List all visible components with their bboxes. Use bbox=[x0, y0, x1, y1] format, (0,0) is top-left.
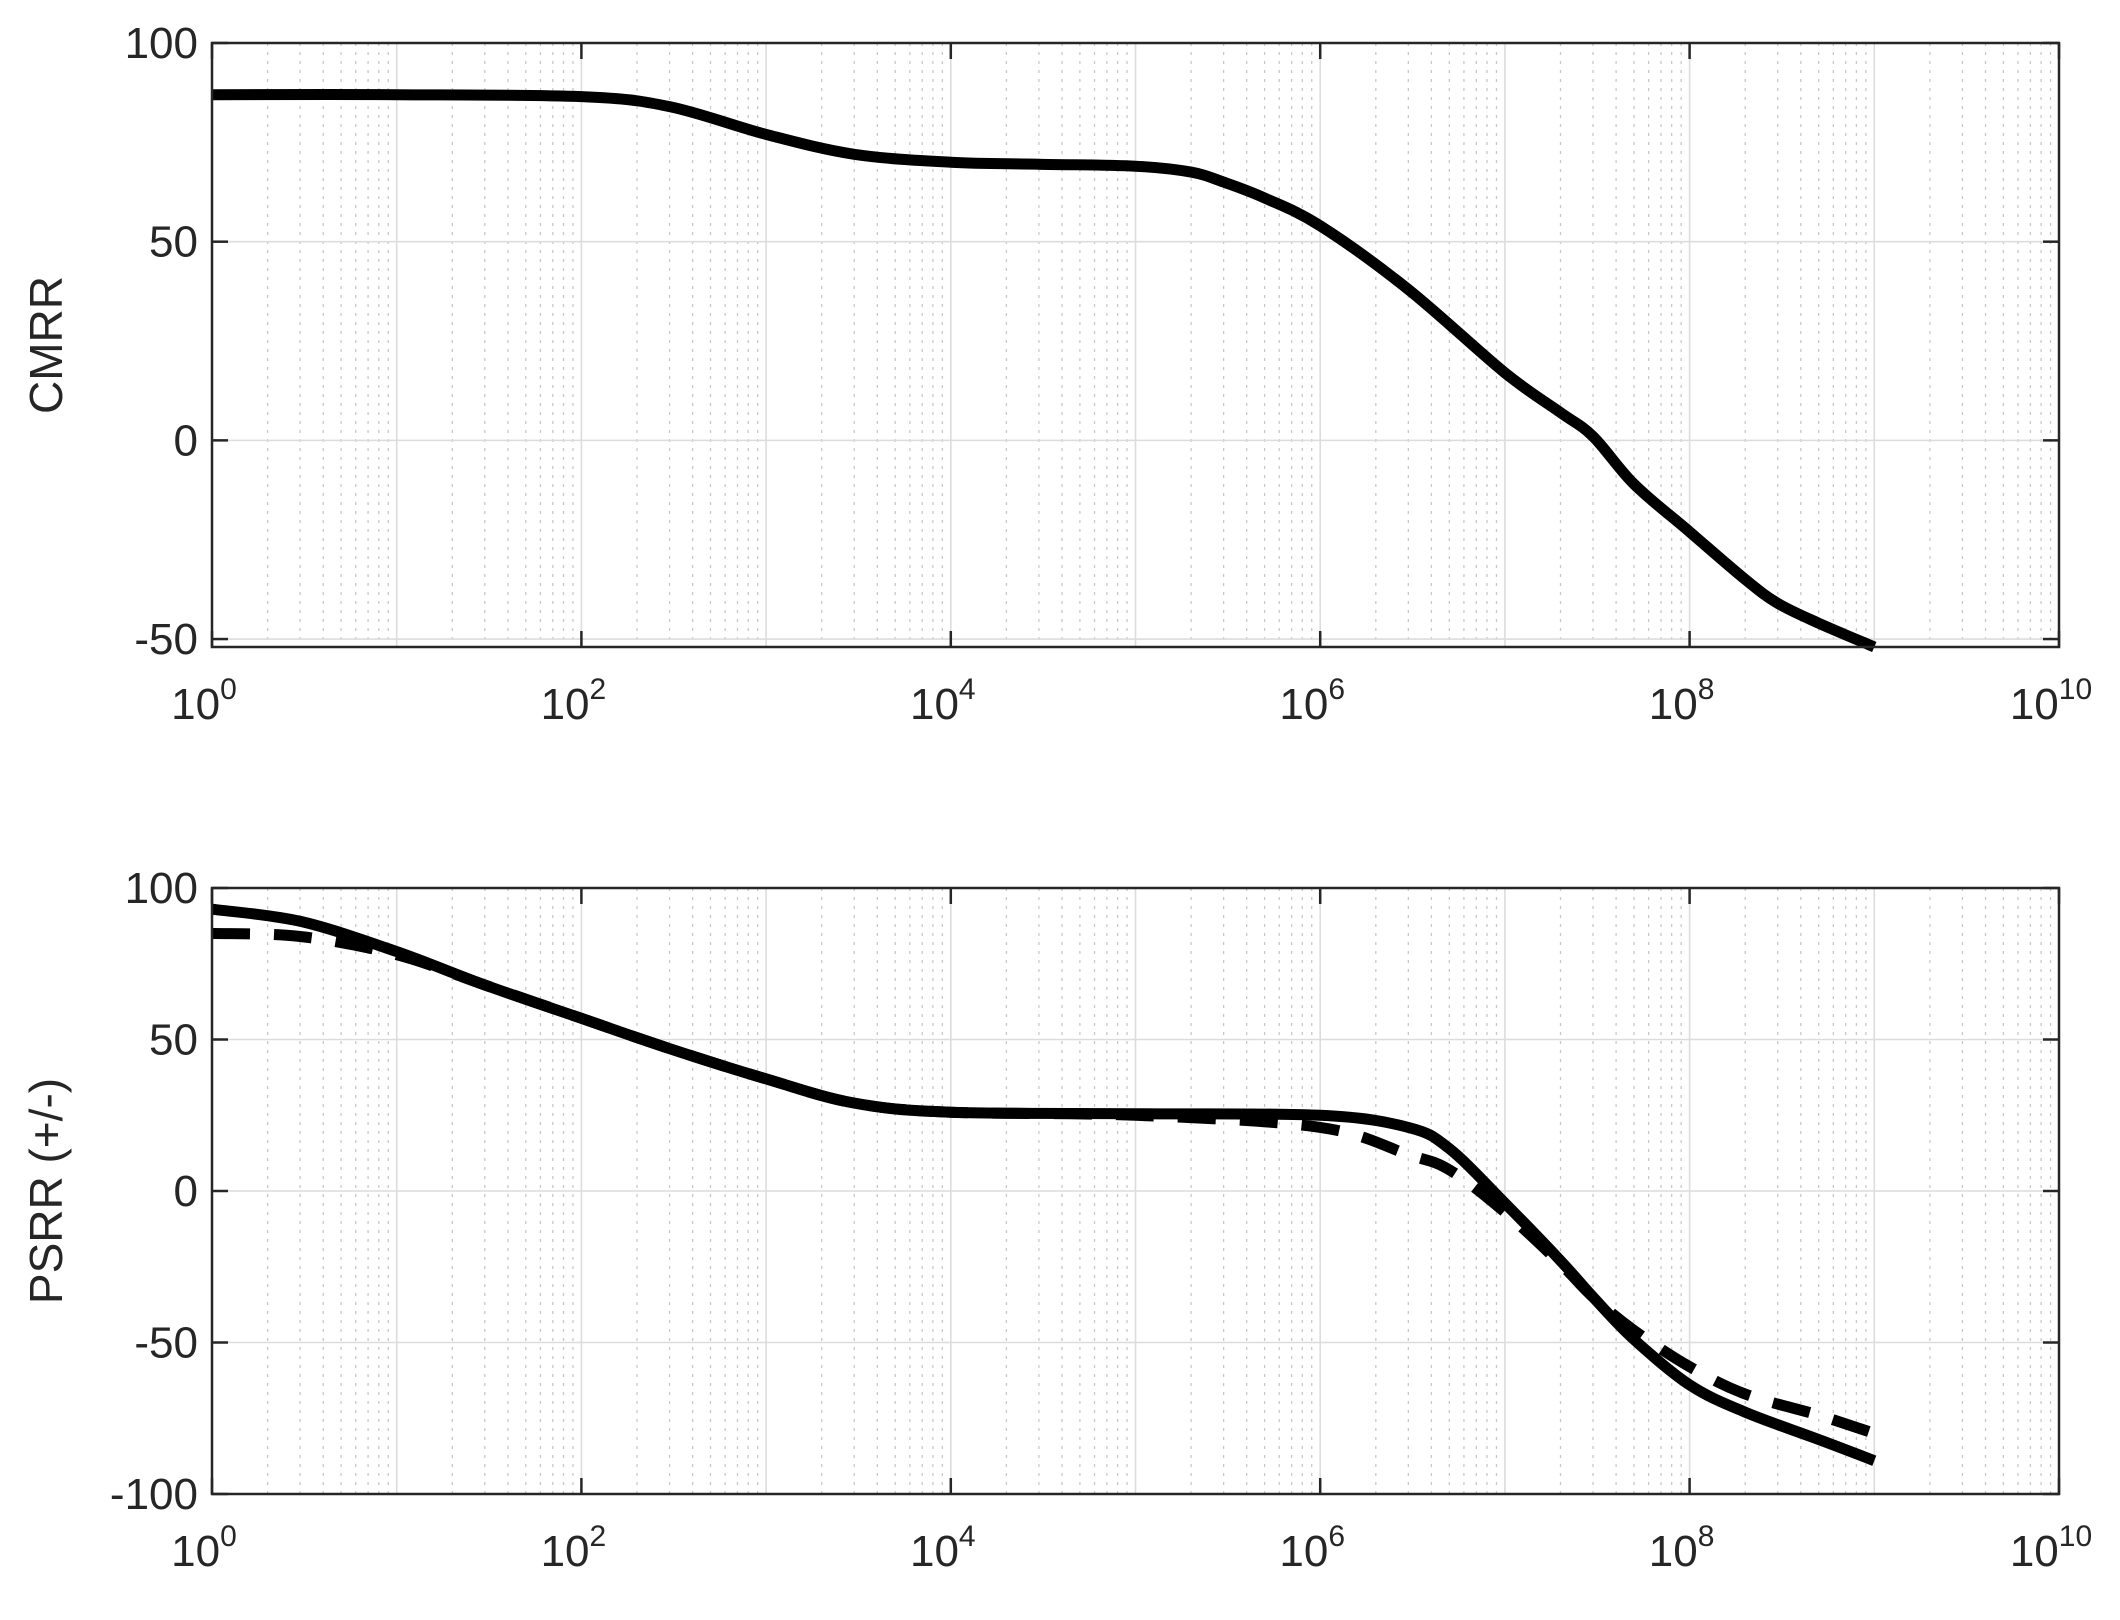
x-tick-exponent: 0 bbox=[220, 673, 237, 706]
y-tick-label: 50 bbox=[149, 1016, 198, 1065]
x-tick-label: 104 bbox=[910, 673, 976, 729]
solid-series-line bbox=[211, 903, 1877, 1466]
x-tick-label: 100 bbox=[171, 1520, 237, 1576]
x-tick-label: 1010 bbox=[2010, 1520, 2092, 1576]
x-tick-exponent: 2 bbox=[590, 673, 607, 706]
x-tick-label: 108 bbox=[1649, 673, 1715, 729]
x-tick-exponent: 8 bbox=[1698, 1520, 1715, 1553]
x-tick-label: 102 bbox=[541, 1520, 607, 1576]
y-tick-label: 0 bbox=[174, 416, 198, 465]
dashed-series-line bbox=[211, 927, 1876, 1439]
y-axis-label: PSRR (+/-) bbox=[20, 1078, 72, 1304]
y-tick-label: -100 bbox=[110, 1470, 198, 1519]
plot-area-frame bbox=[210, 41, 2061, 649]
x-tick-exponent: 0 bbox=[220, 1520, 237, 1553]
x-tick-label: 1010 bbox=[2010, 673, 2092, 729]
x-tick-label: 100 bbox=[171, 673, 237, 729]
solid-series-line bbox=[211, 89, 1877, 653]
x-tick-exponent: 6 bbox=[1328, 673, 1345, 706]
x-tick-label: 102 bbox=[541, 673, 607, 729]
x-tick-exponent: 4 bbox=[959, 1520, 976, 1553]
x-tick-label: 106 bbox=[1279, 673, 1345, 729]
y-tick-label: 0 bbox=[174, 1167, 198, 1216]
x-tick-exponent: 2 bbox=[590, 1520, 607, 1553]
x-tick-exponent: 4 bbox=[959, 673, 976, 706]
y-tick-label: 50 bbox=[149, 218, 198, 267]
x-tick-label: 108 bbox=[1649, 1520, 1715, 1576]
x-tick-label: 104 bbox=[910, 1520, 976, 1576]
y-tick-label: -50 bbox=[134, 615, 198, 664]
y-tick-label: 100 bbox=[125, 19, 198, 68]
x-tick-exponent: 6 bbox=[1328, 1520, 1345, 1553]
y-tick-label: 100 bbox=[125, 864, 198, 913]
x-tick-label: 106 bbox=[1279, 1520, 1345, 1576]
x-tick-exponent: 10 bbox=[2059, 673, 2092, 706]
x-tick-exponent: 10 bbox=[2059, 1520, 2092, 1553]
y-tick-label: -50 bbox=[134, 1319, 198, 1368]
y-axis-label: CMRR bbox=[20, 276, 72, 414]
x-tick-exponent: 8 bbox=[1698, 673, 1715, 706]
